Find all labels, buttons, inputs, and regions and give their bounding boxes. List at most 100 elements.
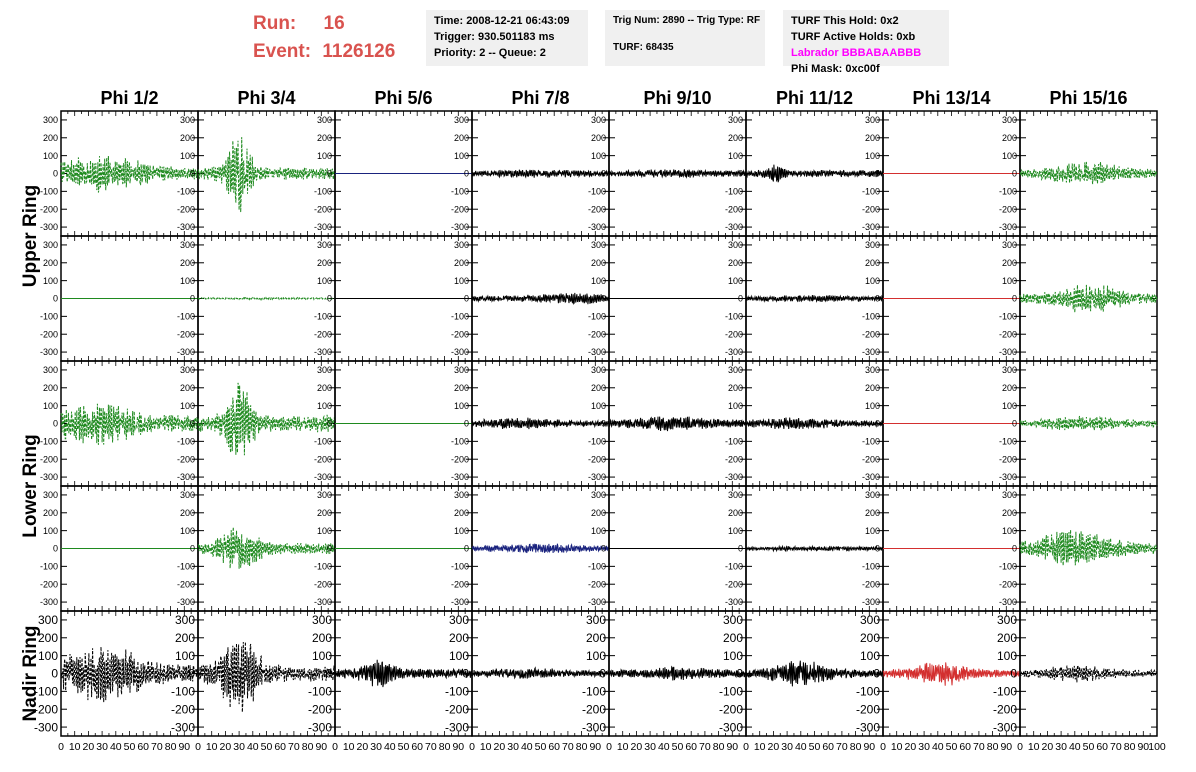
x-tick-label: 90 — [452, 741, 464, 753]
x-tick-label: 50 — [261, 741, 273, 753]
y-tick-label: 100 — [317, 526, 332, 536]
y-tick-label: 100 — [591, 276, 606, 286]
y-tick-label: -100 — [725, 187, 743, 197]
y-tick-label: 100 — [175, 649, 195, 663]
y-tick-label: 100 — [728, 401, 743, 411]
run-event-box: Run: 16 Event: 1126126 — [253, 10, 395, 66]
y-tick-label: -200 — [451, 204, 469, 214]
y-tick-label: -100 — [582, 685, 606, 699]
y-tick-label: -100 — [177, 562, 195, 572]
y-tick-label: 100 — [43, 526, 58, 536]
x-tick-label: 20 — [357, 741, 369, 753]
waveform-line — [471, 543, 610, 554]
y-tick-label: 300 — [317, 240, 332, 250]
y-tick-label: 200 — [317, 383, 332, 393]
y-tick-label: 300 — [454, 490, 469, 500]
y-tick-label: -300 — [862, 222, 880, 232]
y-tick-label: -300 — [177, 597, 195, 607]
time-text: Time: 2008-12-21 06:43:09 — [434, 15, 570, 27]
y-tick-label: 0 — [738, 169, 743, 179]
y-tick-label: 200 — [180, 383, 195, 393]
y-tick-label: 200 — [1002, 133, 1017, 143]
y-tick-label: -300 — [314, 347, 332, 357]
x-tick-label: 10 — [343, 741, 355, 753]
phi-mask-text: Phi Mask: 0xc00f — [791, 63, 880, 75]
x-tick-label: 60 — [959, 741, 971, 753]
x-tick-label: 10 — [891, 741, 903, 753]
y-tick-label: 200 — [865, 383, 880, 393]
run-label: Run: — [253, 13, 297, 34]
y-tick-label: 200 — [43, 133, 58, 143]
waveform-line — [882, 662, 1021, 686]
y-tick-label: 300 — [728, 365, 743, 375]
y-tick-label: -300 — [993, 720, 1017, 734]
y-tick-label: -100 — [177, 312, 195, 322]
y-tick-label: 100 — [43, 151, 58, 161]
y-tick-label: -300 — [588, 347, 606, 357]
y-tick-label: 200 — [449, 631, 469, 645]
waveform-line — [197, 137, 336, 213]
y-tick-label: 0 — [601, 419, 606, 429]
y-tick-label: 200 — [591, 383, 606, 393]
x-tick-label: 20 — [494, 741, 506, 753]
priority-text: Priority: 2 -- Queue: 2 — [434, 47, 546, 59]
y-tick-label: 100 — [1002, 276, 1017, 286]
y-tick-label: 0 — [738, 294, 743, 304]
y-tick-label: 0 — [1010, 667, 1017, 681]
event-value: 1126126 — [322, 41, 396, 62]
waveform-line — [60, 403, 199, 445]
x-tick-label: 100 — [1148, 741, 1166, 753]
x-tick-label: 80 — [576, 741, 588, 753]
y-tick-label: -300 — [862, 347, 880, 357]
y-tick-label: 200 — [865, 133, 880, 143]
y-tick-label: -200 — [725, 329, 743, 339]
y-tick-label: -100 — [862, 437, 880, 447]
y-tick-label: 100 — [454, 276, 469, 286]
x-tick-label: 90 — [1000, 741, 1012, 753]
y-tick-label: 0 — [190, 419, 195, 429]
y-tick-label: -300 — [177, 222, 195, 232]
y-tick-label: 100 — [38, 649, 58, 663]
y-tick-label: -300 — [445, 720, 469, 734]
y-tick-label: 300 — [591, 365, 606, 375]
trig-text: Trig Num: 2890 -- Trig Type: RF — [613, 15, 761, 26]
y-tick-label: 0 — [53, 169, 58, 179]
column-header: Phi 9/10 — [643, 88, 711, 108]
y-tick-label: -300 — [40, 347, 58, 357]
y-tick-label: -200 — [314, 329, 332, 339]
waveform-line — [471, 417, 610, 430]
x-tick-label: 20 — [905, 741, 917, 753]
y-tick-label: 100 — [317, 151, 332, 161]
y-tick-label: -200 — [862, 204, 880, 214]
y-tick-label: -100 — [445, 685, 469, 699]
x-tick-label: 90 — [178, 741, 190, 753]
y-tick-label: -200 — [40, 454, 58, 464]
waveform-line — [60, 155, 199, 193]
y-tick-label: 300 — [865, 115, 880, 125]
y-tick-label: 300 — [1002, 115, 1017, 125]
x-tick-label: 60 — [548, 741, 560, 753]
column-header: Phi 13/14 — [912, 88, 990, 108]
x-tick-label: 90 — [315, 741, 327, 753]
y-tick-label: -200 — [40, 579, 58, 589]
event-header: Run: 16 Event: 1126126 Time: 2008-12-21 … — [0, 0, 1196, 84]
x-tick-label: 70 — [562, 741, 574, 753]
y-tick-label: -100 — [451, 562, 469, 572]
y-tick-label: 300 — [180, 365, 195, 375]
y-tick-label: -100 — [40, 437, 58, 447]
x-tick-label: 70 — [1110, 741, 1122, 753]
x-tick-label: 0 — [880, 741, 886, 753]
x-tick-label: 20 — [1042, 741, 1054, 753]
y-tick-label: 200 — [180, 258, 195, 268]
y-tick-label: -300 — [177, 347, 195, 357]
x-tick-label: 0 — [606, 741, 612, 753]
y-tick-label: -100 — [177, 437, 195, 447]
y-tick-label: 100 — [454, 526, 469, 536]
y-tick-label: -200 — [451, 579, 469, 589]
waveform-line — [1019, 665, 1158, 683]
y-tick-label: -200 — [862, 329, 880, 339]
waveform-line — [608, 168, 747, 179]
y-tick-label: 100 — [865, 526, 880, 536]
y-tick-label: 0 — [327, 294, 332, 304]
y-tick-label: 100 — [449, 649, 469, 663]
